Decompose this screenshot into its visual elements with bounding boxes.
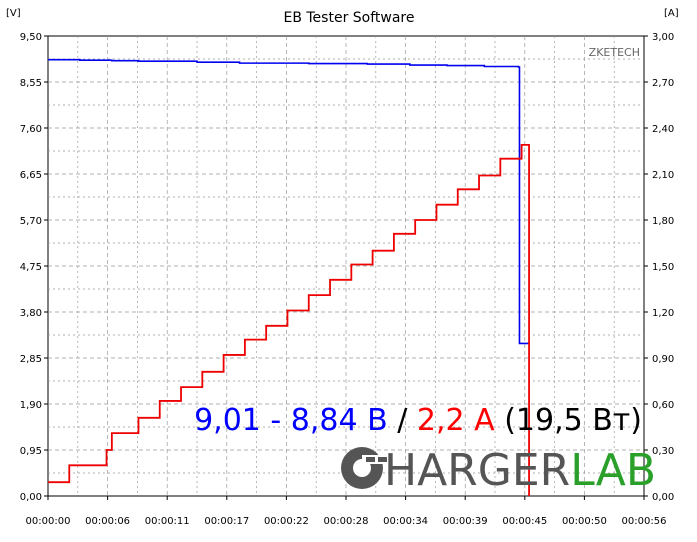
x-tick-label: 00:00:34 [383,516,428,527]
left-tick-label: 1,90 [20,400,42,411]
x-tick-label: 00:00:00 [26,516,71,527]
right-tick-label: 0,00 [652,492,674,503]
left-tick-label: 4,75 [20,262,42,273]
x-tick-label: 00:00:06 [85,516,130,527]
annotation-separator: / [388,403,417,438]
grid [48,36,644,496]
right-axis-unit: [A] [664,8,679,19]
right-axis-ticks: 0,00 0,30 0,60 0,90 1,20 1,50 1,80 2,10 2,40 2,70… [644,32,674,503]
series-current [48,143,530,496]
right-tick-label: 1,80 [652,216,674,227]
left-tick-label: 6,65 [20,170,42,181]
x-tick-label: 00:00:28 [324,516,369,527]
left-tick-label: 3,80 [20,308,42,319]
right-tick-label: 1,50 [652,262,674,273]
series-voltage [48,58,530,345]
logo-text: HARGERLAB [384,445,656,496]
left-axis-ticks: 0,00 0,95 1,90 2,85 3,80 4,75 5,70 6,65 7,60 8,55… [20,32,48,503]
right-tick-label: 2,40 [652,124,674,135]
x-tick-label: 00:00:39 [443,516,488,527]
logo-text-lab: LAB [570,445,656,496]
left-axis-unit: [V] [6,8,21,19]
right-tick-label: 0,30 [652,446,674,457]
x-tick-label: 00:00:56 [622,516,667,527]
left-tick-label: 8,55 [20,78,42,89]
right-tick-label: 1,20 [652,308,674,319]
logo: HARGERLAB [341,445,656,496]
left-tick-label: 9,50 [20,32,42,43]
left-tick-label: 2,85 [20,354,42,365]
watermark: ZKETECH [589,46,640,59]
x-tick-label: 00:00:50 [562,516,607,527]
annotation-power: (19,5 Вт) [495,403,642,438]
annotation-current: 2,2 А [417,403,495,438]
left-tick-label: 0,00 [20,492,42,503]
x-axis-ticks: 00:00:00 00:00:06 00:00:11 00:00:17 00:00:22… [26,496,667,527]
right-tick-label: 0,60 [652,400,674,411]
right-tick-label: 2,70 [652,78,674,89]
x-tick-label: 00:00:22 [264,516,309,527]
left-tick-label: 0,95 [20,446,42,457]
logo-text-charger: HARGER [384,445,570,496]
annotation-voltage: 9,01 - 8,84 В [194,403,388,438]
right-tick-label: 2,10 [652,170,674,181]
x-tick-label: 00:00:11 [145,516,190,527]
x-tick-label: 00:00:17 [204,516,249,527]
plug-icon [341,447,388,489]
left-tick-label: 7,60 [20,124,42,135]
right-tick-label: 0,90 [652,354,674,365]
left-tick-label: 5,70 [20,216,42,227]
right-tick-label: 3,00 [652,32,674,43]
annotation: 9,01 - 8,84 В / 2,2 А (19,5 Вт) [194,403,642,438]
chart-title: EB Tester Software [283,10,414,26]
x-tick-label: 00:00:45 [502,516,547,527]
